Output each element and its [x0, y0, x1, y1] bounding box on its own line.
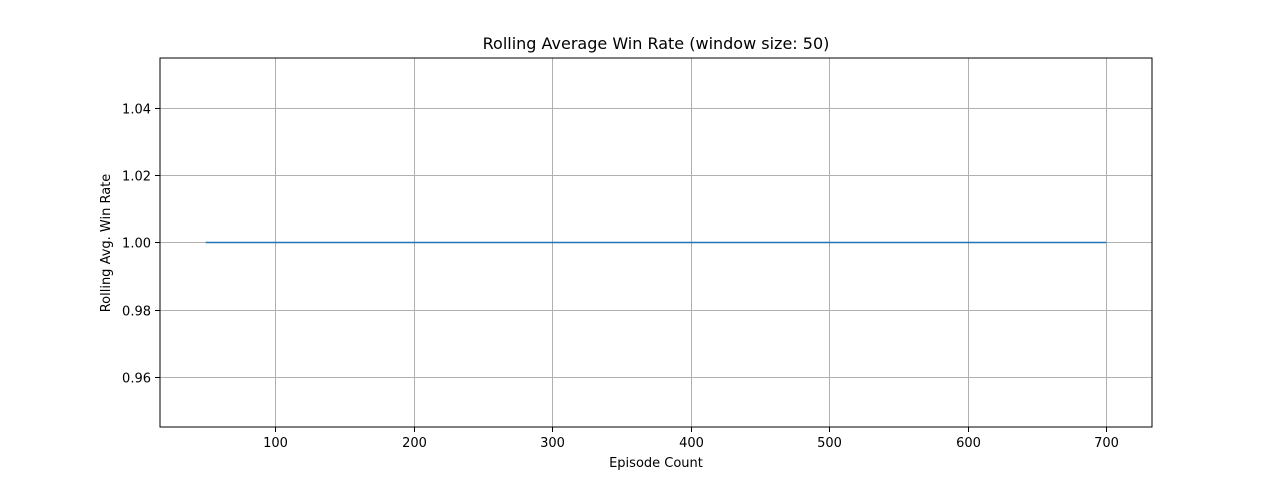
y-tick-label: 1.00	[122, 237, 151, 252]
x-tick-label: 300	[540, 436, 565, 451]
x-tick-label: 200	[402, 436, 427, 451]
x-axis-label: Episode Count	[609, 456, 703, 471]
y-tick-label: 1.02	[122, 170, 151, 185]
y-tick-label: 1.04	[122, 103, 151, 118]
y-axis-ticks: 0.96 0.98 1.00 1.02 1.04	[122, 103, 160, 387]
x-tick-label: 600	[956, 436, 981, 451]
x-tick-label: 500	[817, 436, 842, 451]
x-tick-label: 700	[1094, 436, 1119, 451]
y-axis-label: Rolling Avg. Win Rate	[99, 174, 114, 313]
y-tick-label: 0.96	[122, 372, 151, 387]
x-axis-ticks: 100 200 300 400 500 600 700	[263, 427, 1119, 451]
chart-title: Rolling Average Win Rate (window size: 5…	[483, 34, 830, 53]
y-tick-label: 0.98	[122, 305, 151, 320]
x-tick-label: 100	[263, 436, 288, 451]
x-tick-label: 400	[679, 436, 704, 451]
